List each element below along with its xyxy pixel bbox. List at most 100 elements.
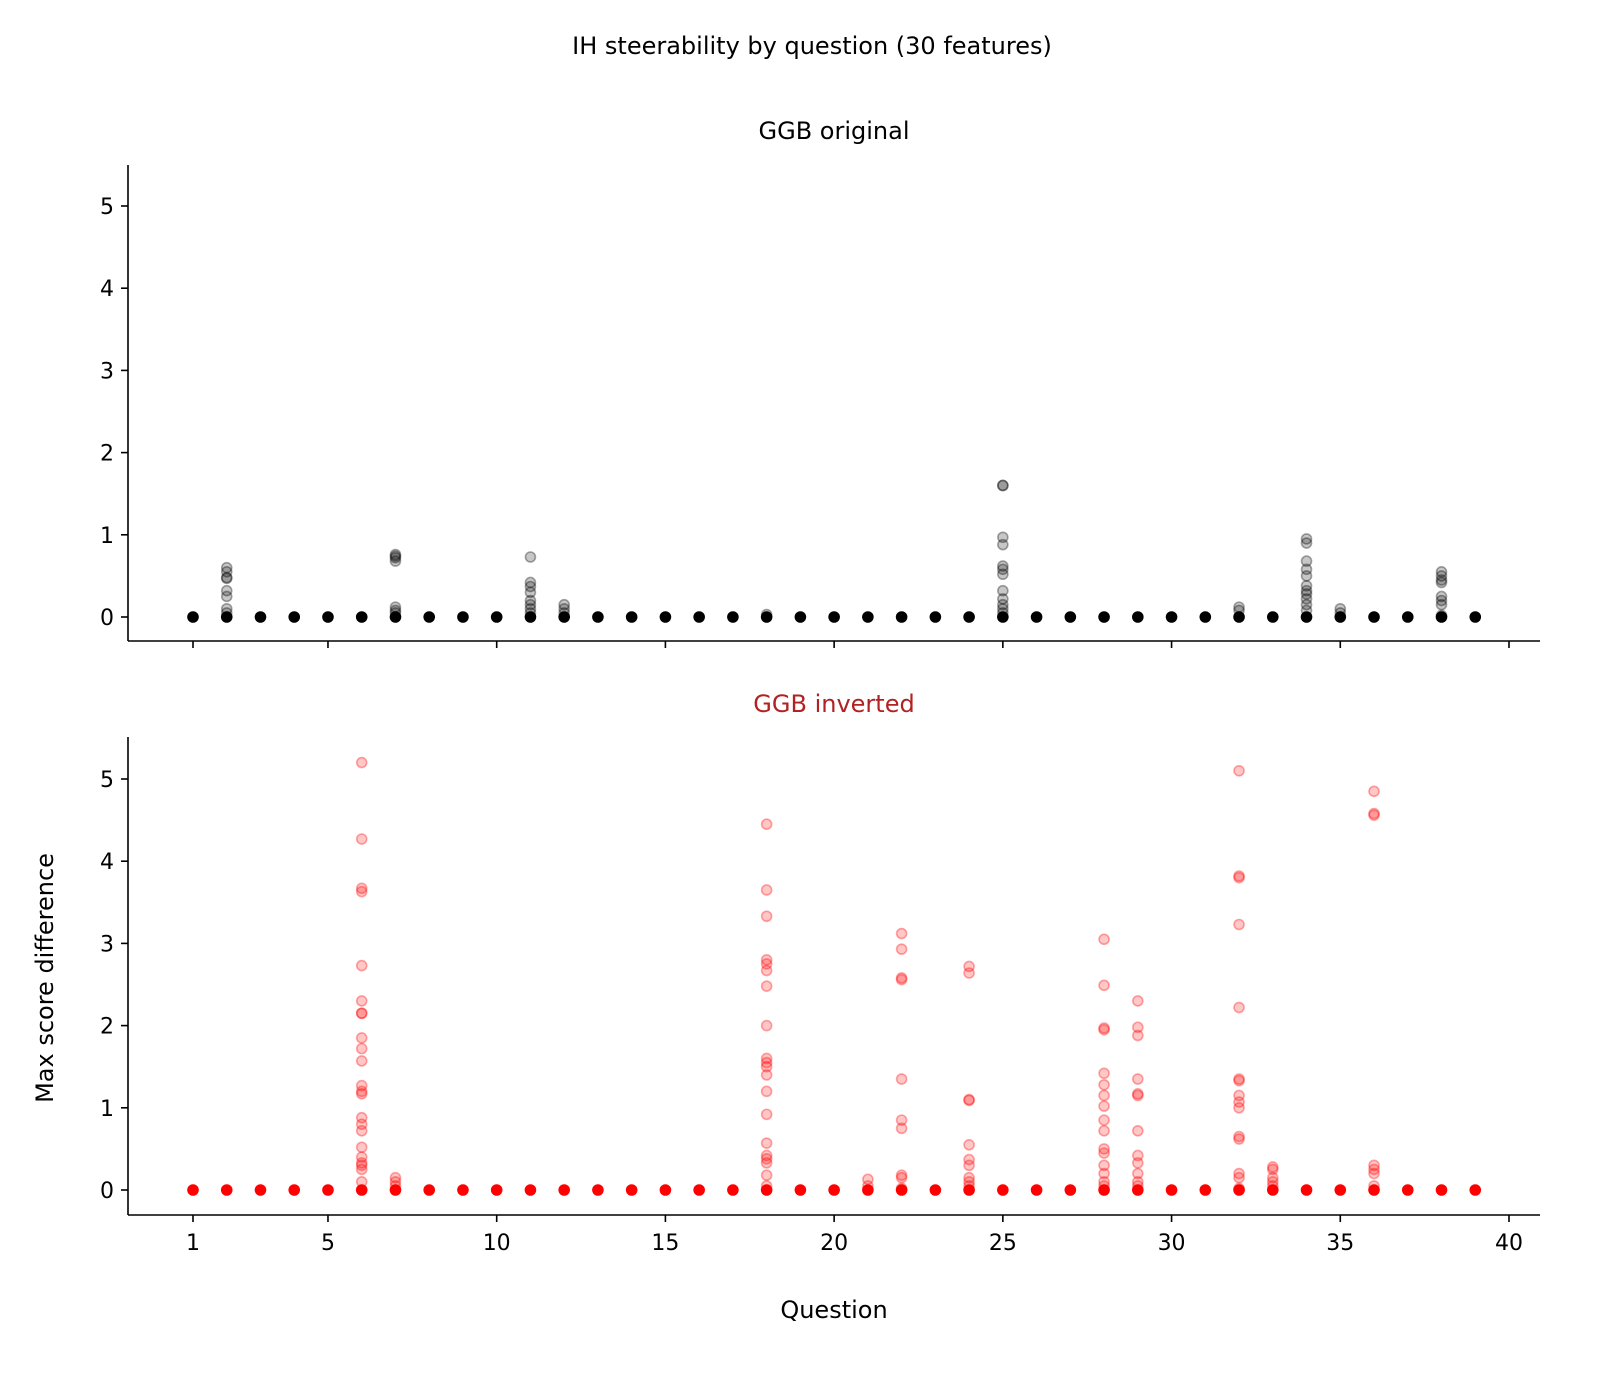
- data-point: [963, 1153, 975, 1166]
- data-point: [1233, 1096, 1245, 1108]
- data-point: [625, 611, 638, 623]
- data-point: [355, 1088, 368, 1100]
- data-point: [1300, 598, 1313, 611]
- data-point: [1098, 1184, 1110, 1196]
- data-point: [760, 1019, 773, 1032]
- data-point: [1098, 1159, 1110, 1172]
- data-point: [997, 593, 1009, 605]
- data-point: [389, 552, 402, 564]
- data-point: [1165, 1184, 1178, 1196]
- data-point: [997, 531, 1009, 544]
- data-point: [1401, 1184, 1414, 1196]
- data-point: [1132, 1088, 1144, 1100]
- data-point: [220, 611, 233, 623]
- data-point: [997, 1184, 1009, 1196]
- data-point: [895, 1073, 908, 1085]
- panel-ggb-original: 0 1 2 3 4 5: [100, 165, 1540, 648]
- data-point: [963, 611, 975, 623]
- data-point: [727, 611, 739, 623]
- data-point: [1098, 1022, 1110, 1034]
- x-tick-label: 30: [1158, 1231, 1186, 1256]
- data-point: [794, 611, 807, 623]
- data-point: [524, 611, 537, 623]
- data-point: [1132, 1157, 1144, 1169]
- data-point: [1300, 537, 1313, 549]
- data-point: [963, 1159, 975, 1172]
- data-point: [1300, 563, 1313, 576]
- data-point: [1233, 1073, 1245, 1085]
- panel-title-inverted: GGB inverted: [753, 690, 914, 718]
- x-axis-label: Question: [780, 1296, 887, 1324]
- data-point: [524, 551, 537, 563]
- data-point: [1368, 1163, 1380, 1176]
- data-point: [1300, 555, 1313, 567]
- data-point: [457, 1184, 469, 1196]
- data-point: [760, 1152, 773, 1165]
- x-tick-label: 15: [651, 1231, 679, 1256]
- data-point: [592, 611, 604, 623]
- data-point: [355, 1111, 368, 1124]
- data-point: [1401, 611, 1414, 623]
- data-point: [963, 1094, 975, 1107]
- data-point: [1435, 576, 1448, 589]
- data-point: [355, 1007, 368, 1020]
- data-point: [1098, 933, 1110, 946]
- y-tick-label: 0: [100, 1179, 114, 1204]
- data-point: [254, 611, 267, 623]
- y-tick-label: 5: [100, 768, 114, 793]
- data-point: [1300, 533, 1313, 545]
- x-tick-label: 10: [483, 1231, 511, 1256]
- data-point: [558, 1184, 570, 1196]
- data-point: [355, 1157, 368, 1169]
- data-point: [1233, 1171, 1245, 1184]
- data-point: [288, 1184, 301, 1196]
- data-point: [1435, 598, 1448, 611]
- data-point: [355, 756, 368, 769]
- data-point: [1132, 1021, 1144, 1034]
- data-point: [355, 885, 368, 898]
- data-point: [1368, 809, 1380, 821]
- data-point: [760, 1060, 773, 1073]
- data-point: [1233, 1184, 1245, 1196]
- data-point: [1233, 1102, 1245, 1114]
- data-point: [187, 611, 199, 623]
- y-tick-label: 2: [100, 442, 114, 467]
- data-point: [1098, 1078, 1110, 1091]
- data-point: [355, 1159, 368, 1172]
- data-point: [524, 594, 537, 607]
- data-point: [355, 1042, 368, 1055]
- data-point: [524, 586, 537, 599]
- data-point: [997, 568, 1009, 581]
- data-point: [760, 1085, 773, 1098]
- data-point: [187, 1184, 199, 1196]
- data-point: [828, 1184, 840, 1196]
- data-point: [895, 927, 908, 940]
- data-point: [659, 611, 672, 623]
- data-point: [1132, 1149, 1144, 1162]
- data-point: [322, 1184, 334, 1196]
- data-point: [1435, 570, 1448, 582]
- data-point: [220, 572, 233, 585]
- data-point: [727, 1184, 739, 1196]
- data-point: [389, 1171, 402, 1184]
- data-point: [1132, 1089, 1144, 1102]
- data-point: [1435, 1184, 1448, 1196]
- data-point: [389, 548, 402, 561]
- data-point: [1030, 611, 1043, 623]
- data-point: [1334, 1184, 1347, 1196]
- data-point: [693, 611, 705, 623]
- data-point: [760, 1108, 773, 1121]
- data-point: [760, 1184, 773, 1196]
- data-point: [558, 598, 570, 611]
- data-point: [1368, 611, 1380, 623]
- data-point: [895, 1114, 908, 1126]
- data-point: [1165, 611, 1178, 623]
- data-point: [457, 611, 469, 623]
- data-point: [355, 1079, 368, 1092]
- data-point: [1300, 570, 1313, 582]
- data-point: [1098, 1067, 1110, 1080]
- data-point: [1233, 1130, 1245, 1143]
- data-point: [558, 611, 570, 623]
- data-point: [1233, 611, 1245, 623]
- data-point: [288, 611, 301, 623]
